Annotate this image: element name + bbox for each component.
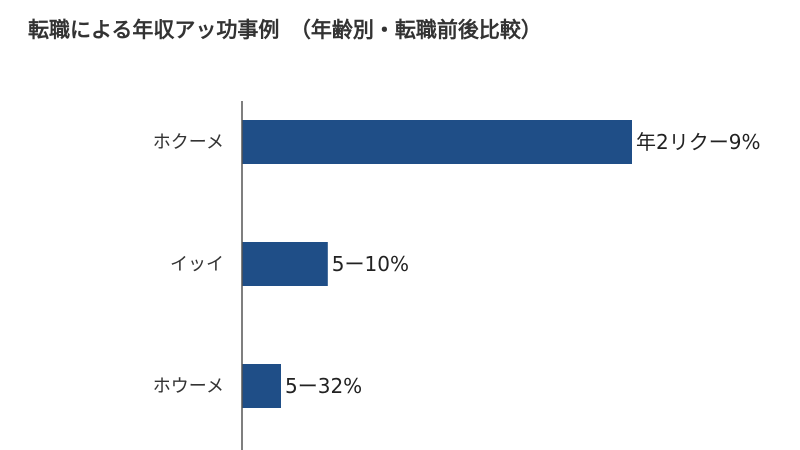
bar xyxy=(242,120,632,164)
category-label: ホクーメ xyxy=(153,132,224,153)
value-label: 5ー10% xyxy=(332,252,409,276)
value-label: 5ー32% xyxy=(285,374,362,398)
category-label: ホウーメ xyxy=(153,376,224,397)
bar xyxy=(242,242,328,286)
category-label: イッイ xyxy=(170,254,224,275)
chart-marks: ホクーメ 年2リクー9% イッイ 5ー10% ホウーメ 5ー32% xyxy=(153,120,760,408)
bar xyxy=(242,364,281,408)
value-label: 年2リクー9% xyxy=(636,130,760,154)
chart-title: 転職による年収アッ功事例 （年齢別・転職前後比較） xyxy=(28,18,542,42)
